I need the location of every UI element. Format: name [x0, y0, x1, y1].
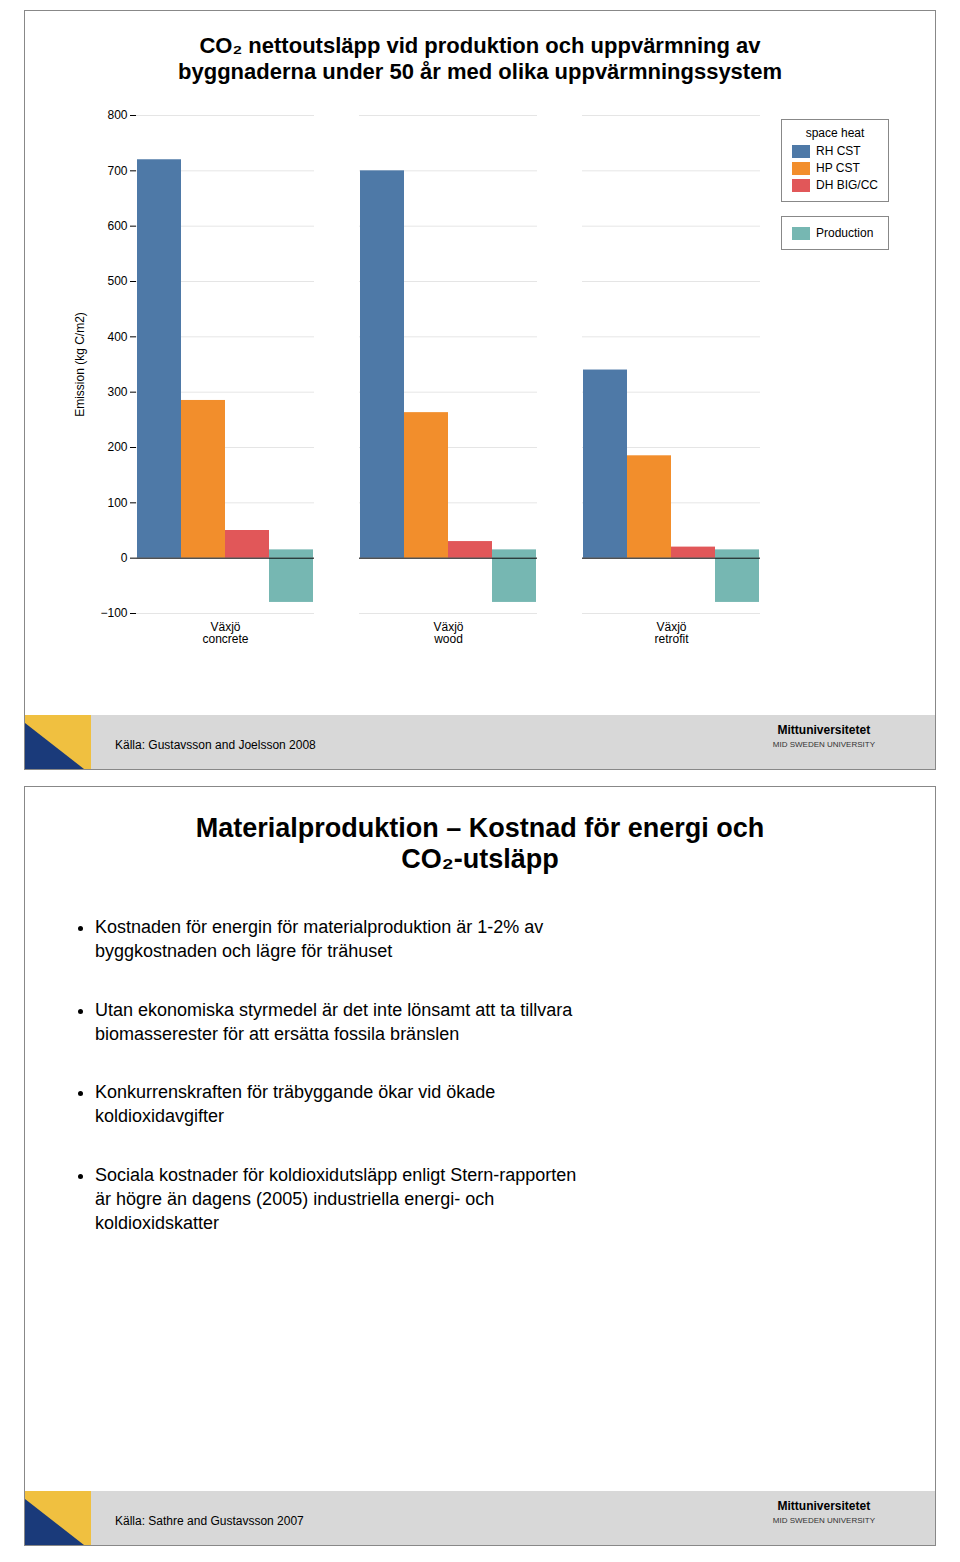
svg-text:600: 600 [107, 219, 127, 233]
html-text:Källa: Sathre and Gustavsson 2: Källa: Sathre and Gustavsson 2007 [115, 1513, 304, 1528]
html-text:koldioxidskatter: koldioxidskatter [95, 1213, 220, 1234]
html-text:Kostnaden för energin för mate: Kostnaden för energin för materialproduk… [95, 917, 544, 937]
svg-text:100: 100 [107, 496, 127, 510]
html-text:byggnaderna under 50 år med ol: byggnaderna under 50 år med olika uppvär… [178, 59, 782, 84]
svg-text:200: 200 [107, 440, 127, 454]
html-text:DH BIG/CC: DH BIG/CC [816, 178, 878, 192]
html-text:RH CST: RH CST [816, 144, 861, 158]
svg-text:Emission (kg C/m2): Emission (kg C/m2) [73, 312, 87, 417]
html-text:space heat: space heat [805, 126, 865, 140]
html-text:Utan ekonomiska styrmedel är d: Utan ekonomiska styrmedel är det inte lö… [95, 999, 573, 1020]
html-text:CO₂-utsläpp: CO₂-utsläpp [401, 844, 559, 874]
svg-text:300: 300 [107, 385, 127, 399]
html-text:Konkurrenskraften för träbygga: Konkurrenskraften för träbyggande ökar v… [95, 1082, 496, 1103]
html-text:MID SWEDEN UNIVERSITY: MID SWEDEN UNIVERSITY [772, 740, 875, 749]
svg-text:0: 0 [121, 551, 128, 565]
svg-text:500: 500 [107, 274, 127, 288]
svg-text:400: 400 [107, 330, 127, 344]
svg-text:Växjöwood: Växjöwood [433, 620, 464, 646]
html-text:HP CST: HP CST [816, 161, 860, 175]
html-text:Mittuniversitetet: Mittuniversitetet [777, 1499, 871, 1513]
html-text:byggkostnaden och lägre för tr: byggkostnaden och lägre för trähuset [95, 941, 393, 962]
html-text:biomasserester för att ersätta: biomasserester för att ersätta fossila b… [95, 1023, 460, 1044]
html-text:Mittuniversitetet: Mittuniversitetet [777, 723, 871, 737]
svg-text:Växjöretrofit: Växjöretrofit [654, 620, 689, 646]
svg-text:−100: −100 [100, 606, 127, 620]
html-text:Källa: Gustavsson and Joelsson: Källa: Gustavsson and Joelsson 2008 [115, 737, 316, 752]
svg-text:Växjöconcrete: Växjöconcrete [202, 620, 248, 646]
html-text:MID SWEDEN UNIVERSITY: MID SWEDEN UNIVERSITY [772, 1516, 875, 1525]
html-text:Production: Production [816, 226, 874, 240]
svg-text:700: 700 [107, 164, 127, 178]
html-text:Materialproduktion – Kostnad f: Materialproduktion – Kostnad för energi … [195, 813, 765, 843]
svg-text:800: 800 [107, 108, 127, 122]
html-text:Sociala kostnader för koldioxi: Sociala kostnader för koldioxidutsläpp e… [95, 1164, 577, 1185]
html-text:CO₂ nettoutsläpp vid produktio: CO₂ nettoutsläpp vid produktion och uppv… [199, 33, 761, 58]
html-text:koldioxidavgifter: koldioxidavgifter [95, 1106, 225, 1127]
html-text:är högre än dagens (2005) indu: är högre än dagens (2005) industriella e… [95, 1189, 495, 1210]
